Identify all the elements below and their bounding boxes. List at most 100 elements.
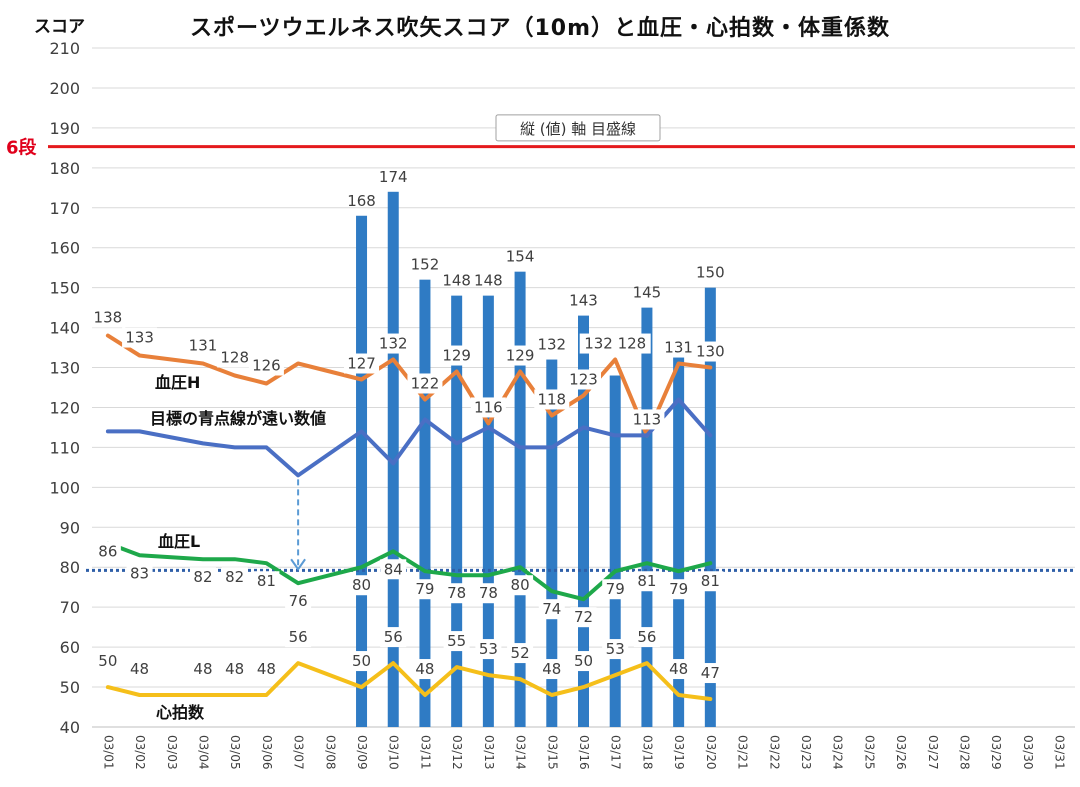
score-bar-label: 174 [379, 168, 408, 186]
heart-rate-label: 47 [701, 664, 720, 682]
bp-high-label: 129 [442, 347, 471, 365]
x-tick-label: 03/16 [577, 735, 591, 770]
bp-high-label: 129 [506, 347, 535, 365]
y-tick-label: 70 [60, 598, 80, 617]
bp-low-label-bg [443, 583, 470, 604]
x-tick-label: 03/13 [482, 735, 496, 770]
heart-rate-label: 48 [257, 660, 276, 678]
x-tick-label: 03/28 [958, 735, 972, 770]
heart-rate-label-bg [443, 631, 470, 652]
bp-low-line [105, 541, 713, 602]
bp-low-label-bg [411, 579, 438, 600]
x-tick-label: 03/17 [609, 735, 623, 770]
bp-high-label: 138 [94, 309, 123, 327]
heart-rate-label-bg [285, 627, 312, 648]
heart-rate-label: 48 [542, 660, 561, 678]
bp-high-label-bg [439, 345, 475, 366]
score-bar-label: 143 [569, 292, 598, 310]
score-bar [419, 279, 431, 727]
y-tick-label: 200 [49, 79, 80, 98]
x-tick-label: 03/23 [799, 735, 813, 770]
gap-arrow-head [290, 558, 306, 571]
heart-rate-label-bg [570, 651, 597, 672]
heart-rate-label: 48 [130, 660, 149, 678]
x-tick-label: 03/27 [926, 735, 940, 770]
bp-low-label: 86 [98, 542, 117, 560]
y-tick-label: 60 [60, 638, 80, 657]
heart-rate-label-bg [633, 627, 660, 648]
bp-high-label: 128 [220, 349, 249, 367]
bp-high-label-bg [375, 333, 411, 354]
bp-high-label: 130 [696, 343, 725, 361]
series-name-heart-rate: 心拍数 [156, 703, 205, 722]
series-name-bp-low: 血圧L [158, 532, 200, 551]
score-bar-label: 168 [347, 192, 376, 210]
x-tick-label: 03/21 [736, 735, 750, 770]
bp-low-label: 81 [257, 572, 276, 590]
bp-high-label-bg [692, 341, 728, 362]
heart-rate-label: 53 [479, 640, 498, 658]
heart-rate-label-bg [380, 627, 407, 648]
heart-rate-label-bg [253, 659, 280, 680]
heart-rate-label-bg [189, 659, 216, 680]
bp-low-label-bg [380, 559, 407, 580]
bp-high-label: 123 [569, 370, 598, 388]
x-tick-label: 03/02 [133, 735, 147, 770]
heart-rate-label: 50 [574, 652, 593, 670]
bp-low-label: 82 [193, 568, 212, 586]
heart-rate-label-bg [538, 659, 565, 680]
bp-low-label-bg [253, 571, 280, 592]
series-name-target-note: 目標の青点線が遠い数値 [150, 409, 326, 428]
bp-low-label-bg [126, 563, 153, 584]
x-tick-label: 03/05 [228, 735, 242, 770]
gridline-tooltip [495, 114, 661, 142]
heart-rate-label-bg [697, 663, 724, 684]
bp-low-label-bg [94, 541, 121, 562]
bp-low-label: 79 [669, 580, 688, 598]
score-bar [387, 191, 399, 728]
bp-high-label-bg [217, 347, 253, 368]
y-tick-label: 120 [49, 398, 80, 417]
heart-rate-label: 52 [511, 644, 530, 662]
score-bar-label: 148 [442, 272, 471, 290]
heart-rate-label-bg [221, 659, 248, 680]
bp-high-label: 132 [379, 335, 408, 353]
bp-high-label: 126 [252, 357, 281, 375]
x-tick-label: 03/25 [862, 735, 876, 770]
score-bar [704, 287, 716, 727]
bp-high-label-bg [185, 335, 221, 356]
x-tick-label: 03/29 [989, 735, 1003, 770]
bp-high-label-bg [248, 355, 284, 376]
bp-low-label: 80 [511, 576, 530, 594]
score-bar [482, 295, 494, 727]
y-tick-label: 110 [49, 438, 80, 457]
bp-low-label-bg [697, 571, 724, 592]
x-tick-label: 03/14 [514, 735, 528, 770]
score-bar-label: 145 [633, 284, 662, 302]
y-tick-label: 40 [60, 718, 80, 737]
heart-rate-label: 53 [606, 640, 625, 658]
bp-high-label-bg [407, 373, 443, 394]
x-tick-label: 03/04 [196, 735, 210, 770]
x-tick-label: 03/01 [101, 735, 115, 770]
score-bar [546, 359, 558, 727]
bp-low-label-bg [189, 567, 216, 588]
bp-low-label-bg [633, 571, 660, 592]
x-tick-label: 03/22 [767, 735, 781, 770]
bp-high-label-bg [502, 345, 538, 366]
bp-low-label: 84 [384, 560, 403, 578]
bp-low-label: 74 [542, 600, 561, 618]
rank-line-label: 6段 [6, 137, 38, 159]
y-tick-label: 50 [60, 678, 80, 697]
heart-rate-label: 50 [98, 652, 117, 670]
bp-high-label-bg [534, 389, 570, 410]
score-bar-label: 154 [506, 248, 535, 266]
heart-rate-label: 56 [289, 628, 308, 646]
bp-high-label: 118 [537, 390, 566, 408]
gridline-tooltip-text: 縦 (値) 軸 目盛線 [520, 120, 636, 138]
bp-low-label: 72 [574, 608, 593, 626]
x-tick-label: 03/24 [831, 735, 845, 770]
heart-rate-label-bg [126, 659, 153, 680]
bp-high-label: 132 128 [584, 335, 646, 353]
bp-low-label: 81 [701, 572, 720, 590]
